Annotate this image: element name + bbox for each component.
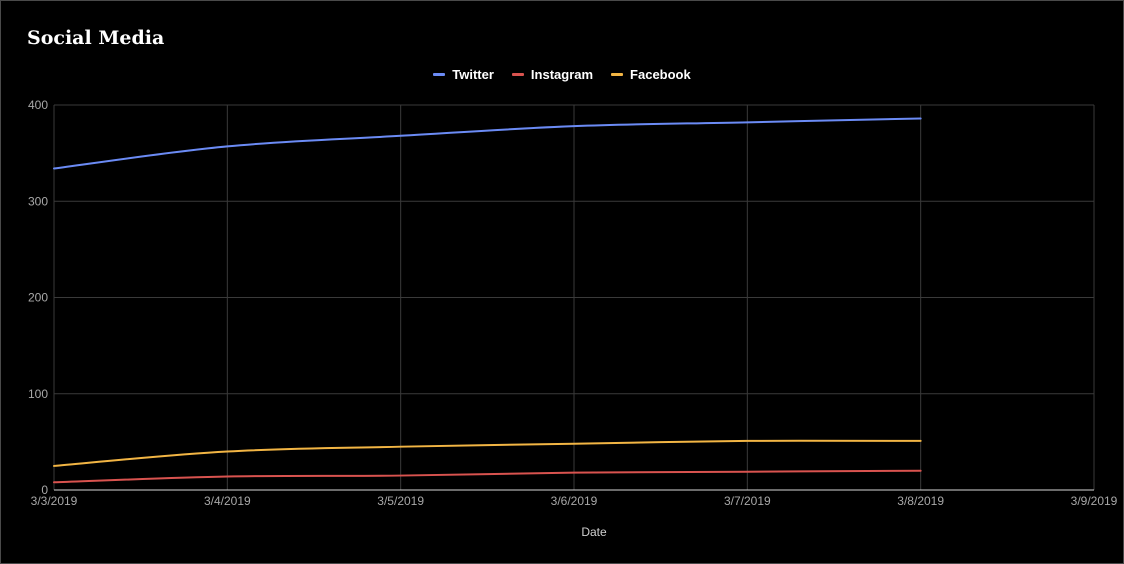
legend-item-facebook[interactable]: Facebook — [611, 67, 691, 82]
series-line-facebook — [53, 439, 922, 467]
legend-label-facebook: Facebook — [630, 67, 691, 82]
series-line-twitter — [53, 117, 922, 170]
y-tick-label: 200 — [28, 291, 48, 305]
x-tick-label: 3/9/2019 — [1071, 494, 1118, 508]
x-tick-label: 3/7/2019 — [724, 494, 771, 508]
legend-label-twitter: Twitter — [452, 67, 494, 82]
legend-item-instagram[interactable]: Instagram — [511, 67, 594, 82]
chart-title: Social Media — [27, 27, 165, 49]
y-tick-label: 400 — [28, 98, 48, 112]
y-tick-label: 0 — [41, 483, 48, 497]
legend-label-instagram: Instagram — [530, 67, 594, 82]
y-tick-label: 300 — [28, 194, 48, 208]
x-tick-label: 3/6/2019 — [551, 494, 598, 508]
x-tick-label: 3/4/2019 — [204, 494, 251, 508]
series-line-instagram — [53, 469, 922, 484]
legend-item-twitter[interactable]: Twitter — [433, 67, 494, 82]
y-tick-label: 100 — [28, 387, 48, 401]
legend: Twitter Instagram Facebook — [1, 67, 1123, 82]
x-tick-label: 3/8/2019 — [897, 494, 944, 508]
x-axis-title: Date — [581, 525, 607, 539]
legend-swatch-facebook — [611, 73, 624, 76]
x-tick-label: 3/3/2019 — [31, 494, 78, 508]
x-tick-label: 3/5/2019 — [377, 494, 424, 508]
legend-swatch-twitter — [433, 73, 446, 76]
legend-swatch-instagram — [511, 73, 524, 76]
